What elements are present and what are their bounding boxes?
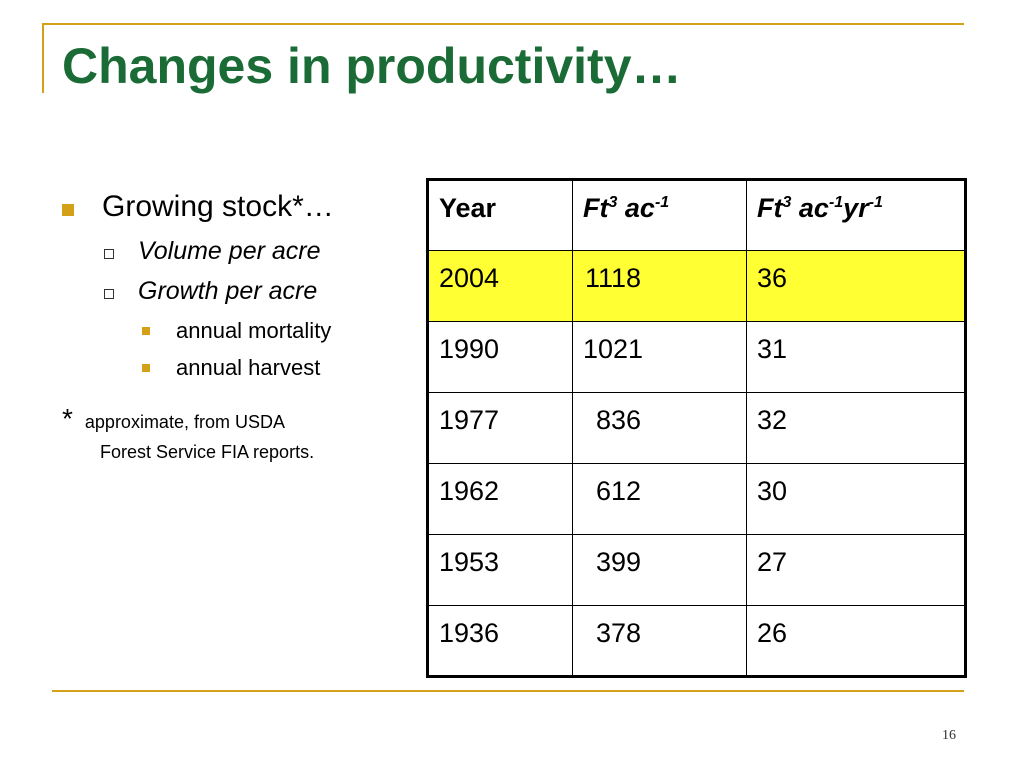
table-row: 2004 1118 36 bbox=[427, 250, 966, 322]
cell-volume: 399 bbox=[572, 534, 747, 606]
footnote: * approximate, from USDA Forest Service F… bbox=[62, 399, 412, 466]
bullet-growth-per-acre: Growth per acre bbox=[62, 277, 412, 306]
header-growth: Ft3 ac-1yr-1 bbox=[746, 179, 966, 251]
table-header-row: Year Ft3 ac-1 Ft3 ac-1yr-1 bbox=[427, 179, 966, 251]
bullet-list: Growing stock*… Volume per acre Growth p… bbox=[62, 190, 412, 465]
bullet-text: annual harvest bbox=[176, 355, 321, 381]
cell-growth: 32 bbox=[746, 392, 966, 464]
table-row: 1962 612 30 bbox=[427, 463, 966, 535]
footnote-star: * bbox=[62, 402, 73, 434]
top-rule bbox=[42, 23, 964, 25]
header-volume: Ft3 ac-1 bbox=[572, 179, 747, 251]
bullet-text: Growing stock*… bbox=[102, 190, 334, 223]
table-row: 1977 836 32 bbox=[427, 392, 966, 464]
table-row: 1936 378 26 bbox=[427, 605, 966, 677]
footnote-line-2: Forest Service FIA reports. bbox=[100, 442, 315, 463]
page-number: 16 bbox=[942, 728, 956, 743]
bullet-annual-mortality: annual mortality bbox=[62, 318, 412, 343]
cell-growth: 30 bbox=[746, 463, 966, 535]
table-row: 1953 399 27 bbox=[427, 534, 966, 606]
cell-growth: 27 bbox=[746, 534, 966, 606]
cell-year: 1953 bbox=[427, 534, 573, 606]
cell-growth: 31 bbox=[746, 321, 966, 393]
cell-volume: 1021 bbox=[572, 321, 747, 393]
cell-year: 1977 bbox=[427, 392, 573, 464]
bullet-annual-harvest: annual harvest bbox=[62, 355, 412, 380]
square-bullet-icon bbox=[62, 204, 74, 216]
header-year: Year bbox=[427, 179, 573, 251]
cell-volume: 378 bbox=[572, 605, 747, 677]
slide-title: Changes in productivity… bbox=[62, 38, 682, 94]
bullet-text: Growth per acre bbox=[138, 277, 318, 306]
square-bullet-icon bbox=[142, 327, 150, 335]
cell-volume: 1118 bbox=[572, 250, 747, 322]
cell-year: 1936 bbox=[427, 605, 573, 677]
left-rule bbox=[42, 23, 44, 93]
cell-year: 2004 bbox=[427, 250, 573, 322]
cell-growth: 36 bbox=[746, 250, 966, 322]
table-row: 1990 1021 31 bbox=[427, 321, 966, 393]
productivity-table: Year Ft3 ac-1 Ft3 ac-1yr-1 2004 1118 36 … bbox=[426, 178, 967, 678]
hollow-square-bullet-icon bbox=[104, 289, 114, 300]
square-bullet-icon bbox=[142, 364, 150, 373]
bottom-rule bbox=[52, 690, 964, 692]
bullet-text: Volume per acre bbox=[138, 236, 321, 265]
cell-volume: 836 bbox=[572, 392, 747, 464]
cell-volume: 612 bbox=[572, 463, 747, 535]
bullet-text: annual mortality bbox=[176, 318, 332, 343]
footnote-line-1: approximate, from USDA bbox=[84, 411, 285, 432]
bullet-volume-per-acre: Volume per acre bbox=[62, 237, 412, 266]
cell-growth: 26 bbox=[746, 605, 966, 677]
cell-year: 1990 bbox=[427, 321, 573, 393]
hollow-square-bullet-icon bbox=[104, 248, 114, 259]
bullet-growing-stock: Growing stock*… bbox=[62, 190, 412, 225]
cell-year: 1962 bbox=[427, 463, 573, 535]
